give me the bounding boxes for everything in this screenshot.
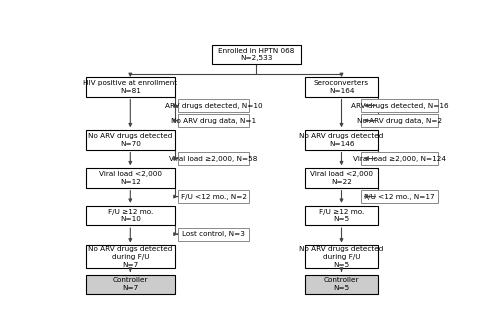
FancyBboxPatch shape <box>86 130 175 150</box>
FancyBboxPatch shape <box>178 99 250 112</box>
Text: F/U <12 mo., N=2: F/U <12 mo., N=2 <box>180 194 246 200</box>
Text: Viral load <2,000
N=12: Viral load <2,000 N=12 <box>99 171 162 185</box>
Text: No ARV drug data, N=2: No ARV drug data, N=2 <box>357 118 442 124</box>
Text: No ARV drugs detected
N=70: No ARV drugs detected N=70 <box>88 133 172 147</box>
Text: No ARV drug data, N=1: No ARV drug data, N=1 <box>171 118 256 124</box>
FancyBboxPatch shape <box>304 275 378 294</box>
Text: Viral load ≥2,000, N=124: Viral load ≥2,000, N=124 <box>353 156 446 162</box>
Text: Seroconverters
N=164: Seroconverters N=164 <box>314 80 369 94</box>
FancyBboxPatch shape <box>304 130 378 150</box>
FancyBboxPatch shape <box>86 206 175 225</box>
Text: F/U ≥12 mo.
N=5: F/U ≥12 mo. N=5 <box>319 209 364 222</box>
FancyBboxPatch shape <box>86 168 175 188</box>
Text: No ARV drugs detected
during F/U
N=7: No ARV drugs detected during F/U N=7 <box>88 246 172 267</box>
FancyBboxPatch shape <box>361 152 438 165</box>
Text: Lost control, N=3: Lost control, N=3 <box>182 231 245 237</box>
FancyBboxPatch shape <box>86 275 175 294</box>
FancyBboxPatch shape <box>178 152 250 165</box>
Text: No ARV drugs detected
during F/U
N=5: No ARV drugs detected during F/U N=5 <box>300 246 384 267</box>
Text: ARV drugs detected, N=16: ARV drugs detected, N=16 <box>351 102 448 109</box>
FancyBboxPatch shape <box>361 114 438 127</box>
Text: Controller
N=7: Controller N=7 <box>112 278 148 291</box>
FancyBboxPatch shape <box>304 77 378 96</box>
Text: No ARV drugs detected
N=146: No ARV drugs detected N=146 <box>300 133 384 147</box>
Text: Controller
N=5: Controller N=5 <box>324 278 359 291</box>
Text: HIV positive at enrollment
N=81: HIV positive at enrollment N=81 <box>83 80 178 94</box>
FancyBboxPatch shape <box>86 246 175 268</box>
FancyBboxPatch shape <box>361 190 438 203</box>
FancyBboxPatch shape <box>178 227 250 241</box>
FancyBboxPatch shape <box>212 45 301 64</box>
FancyBboxPatch shape <box>178 114 250 127</box>
FancyBboxPatch shape <box>178 190 250 203</box>
FancyBboxPatch shape <box>86 77 175 96</box>
FancyBboxPatch shape <box>304 168 378 188</box>
FancyBboxPatch shape <box>304 246 378 268</box>
Text: Viral load <2,000
N=22: Viral load <2,000 N=22 <box>310 171 373 185</box>
Text: Viral load ≥2,000, N=58: Viral load ≥2,000, N=58 <box>170 156 258 162</box>
Text: F/U <12 mo., N=17: F/U <12 mo., N=17 <box>364 194 435 200</box>
FancyBboxPatch shape <box>304 206 378 225</box>
FancyBboxPatch shape <box>361 99 438 112</box>
Text: F/U ≥12 mo.
N=10: F/U ≥12 mo. N=10 <box>108 209 153 222</box>
Text: Enrolled in HPTN 068
N=2,533: Enrolled in HPTN 068 N=2,533 <box>218 48 294 61</box>
Text: ARV drugs detected, N=10: ARV drugs detected, N=10 <box>165 102 262 109</box>
